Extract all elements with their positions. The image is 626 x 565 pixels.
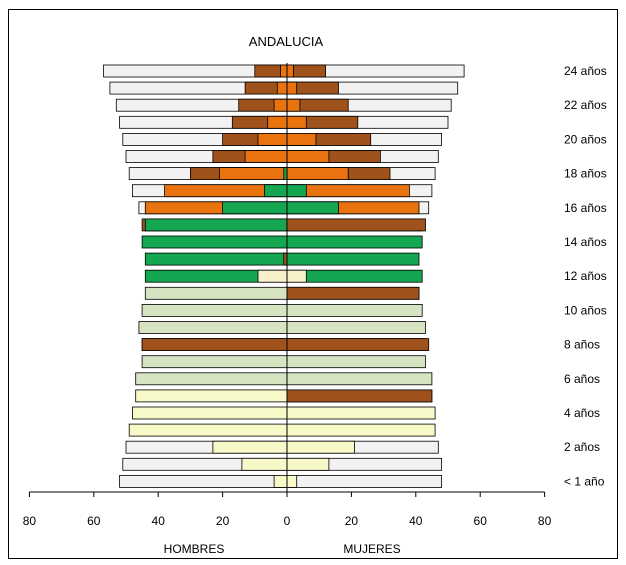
hombres-bar-6-segment-0: [135, 389, 288, 403]
mujeres-bar-25-segment-2: [286, 64, 294, 78]
hombres-bar-22-segment-2: [267, 115, 288, 129]
mujeres-bar-22-segment-2: [286, 115, 307, 129]
x-tick-label-5: 20: [345, 514, 359, 528]
mujeres-bar-23-segment-2: [286, 98, 301, 112]
hombres-bar-16-segment-1: [144, 218, 288, 232]
hombres-bar-12-segment-0: [144, 286, 288, 300]
hombres-bar-10-segment-0: [138, 321, 288, 334]
mujeres-bar-21-segment-2: [286, 132, 317, 146]
x-tick-label-7: 60: [474, 514, 488, 528]
mujeres-bar-24-segment-2: [286, 81, 298, 95]
hombres-bar-18-segment-2: [264, 184, 288, 198]
age-label-10: 4 años: [564, 406, 600, 420]
age-label-11: 2 años: [564, 440, 600, 454]
age-label-7: 10 años: [564, 303, 607, 317]
age-label-1: 22 años: [564, 98, 607, 112]
hombres-bar-17-segment-2: [222, 201, 288, 215]
x-tick-label-6: 40: [409, 514, 423, 528]
hombres-bar-25-segment-2: [280, 64, 288, 78]
xlabel-mujeres: MUJERES: [343, 542, 400, 556]
hombres-bar-15-segment-0: [141, 235, 288, 249]
mujeres-bar-13-segment-0: [286, 269, 423, 283]
age-label-6: 12 años: [564, 269, 607, 283]
hombres-bar-19-segment-2: [218, 167, 288, 181]
age-label-12: < 1 año: [564, 474, 605, 488]
mujeres-bar-10-segment-0: [286, 321, 426, 334]
x-tick-label-0: 80: [23, 514, 37, 528]
hombres-bar-13-segment-1: [257, 269, 288, 283]
hombres-bar-9-segment-1: [141, 338, 288, 352]
mujeres-bar-7-segment-0: [286, 372, 433, 386]
x-tick-label-3: 20: [216, 514, 230, 528]
mujeres-bar-9-segment-1: [286, 338, 430, 352]
chart-title: ANDALUCIA: [249, 34, 324, 49]
hombres-bar-24-segment-2: [276, 81, 288, 95]
mujeres-bar-6-segment-1: [286, 389, 433, 403]
mujeres-bar-1-segment-0: [286, 474, 443, 488]
age-label-2: 20 años: [564, 132, 607, 146]
x-tick-label-4: 0: [284, 514, 291, 528]
mujeres-bar-17-segment-2: [286, 201, 339, 215]
hombres-bar-11-segment-0: [141, 303, 288, 317]
hombres-bar-14-segment-0: [144, 252, 288, 266]
mujeres-bar-16-segment-1: [286, 218, 426, 232]
hombres-bar-5-segment-0: [131, 406, 288, 420]
mujeres-bar-2-segment-1: [286, 457, 330, 471]
xlabel-hombres: HOMBRES: [164, 542, 225, 556]
hombres-bar-23-segment-2: [273, 98, 288, 112]
mujeres-bar-13-segment-1: [286, 269, 307, 283]
age-label-4: 16 años: [564, 201, 607, 215]
mujeres-bar-15-segment-0: [286, 235, 423, 249]
hombres-bar-7-segment-0: [135, 372, 288, 386]
hombres-bar-3-segment-1: [212, 440, 288, 454]
mujeres-bar-3-segment-1: [286, 440, 355, 454]
mujeres-bar-14-segment-0: [286, 252, 420, 266]
mujeres-bar-18-segment-2: [286, 184, 307, 198]
mujeres-bar-20-segment-2: [286, 150, 330, 163]
hombres-bar-2-segment-1: [241, 457, 288, 471]
hombres-bar-8-segment-0: [141, 355, 288, 369]
mujeres-bar-1-segment-1: [286, 474, 298, 488]
mujeres-bar-11-segment-0: [286, 303, 423, 317]
mujeres-bar-8-segment-0: [286, 355, 426, 369]
hombres-bar-21-segment-2: [257, 132, 288, 146]
hombres-bar-20-segment-2: [244, 150, 288, 163]
age-label-3: 18 años: [564, 167, 607, 181]
mujeres-bar-4-segment-0: [286, 423, 436, 437]
age-label-0: 24 años: [564, 64, 607, 78]
x-tick-label-1: 60: [87, 514, 101, 528]
age-label-5: 14 años: [564, 235, 607, 249]
age-label-8: 8 años: [564, 338, 600, 352]
age-label-9: 6 años: [564, 372, 600, 386]
hombres-bar-4-segment-0: [128, 423, 288, 437]
mujeres-bar-12-segment-1: [286, 286, 420, 300]
x-tick-label-2: 40: [152, 514, 166, 528]
hombres-bar-1-segment-1: [273, 474, 288, 488]
mujeres-bar-5-segment-0: [286, 406, 436, 420]
x-tick-label-8: 80: [538, 514, 552, 528]
mujeres-bar-19-segment-2: [286, 167, 349, 181]
hombres-bar-1-segment-0: [119, 474, 288, 488]
